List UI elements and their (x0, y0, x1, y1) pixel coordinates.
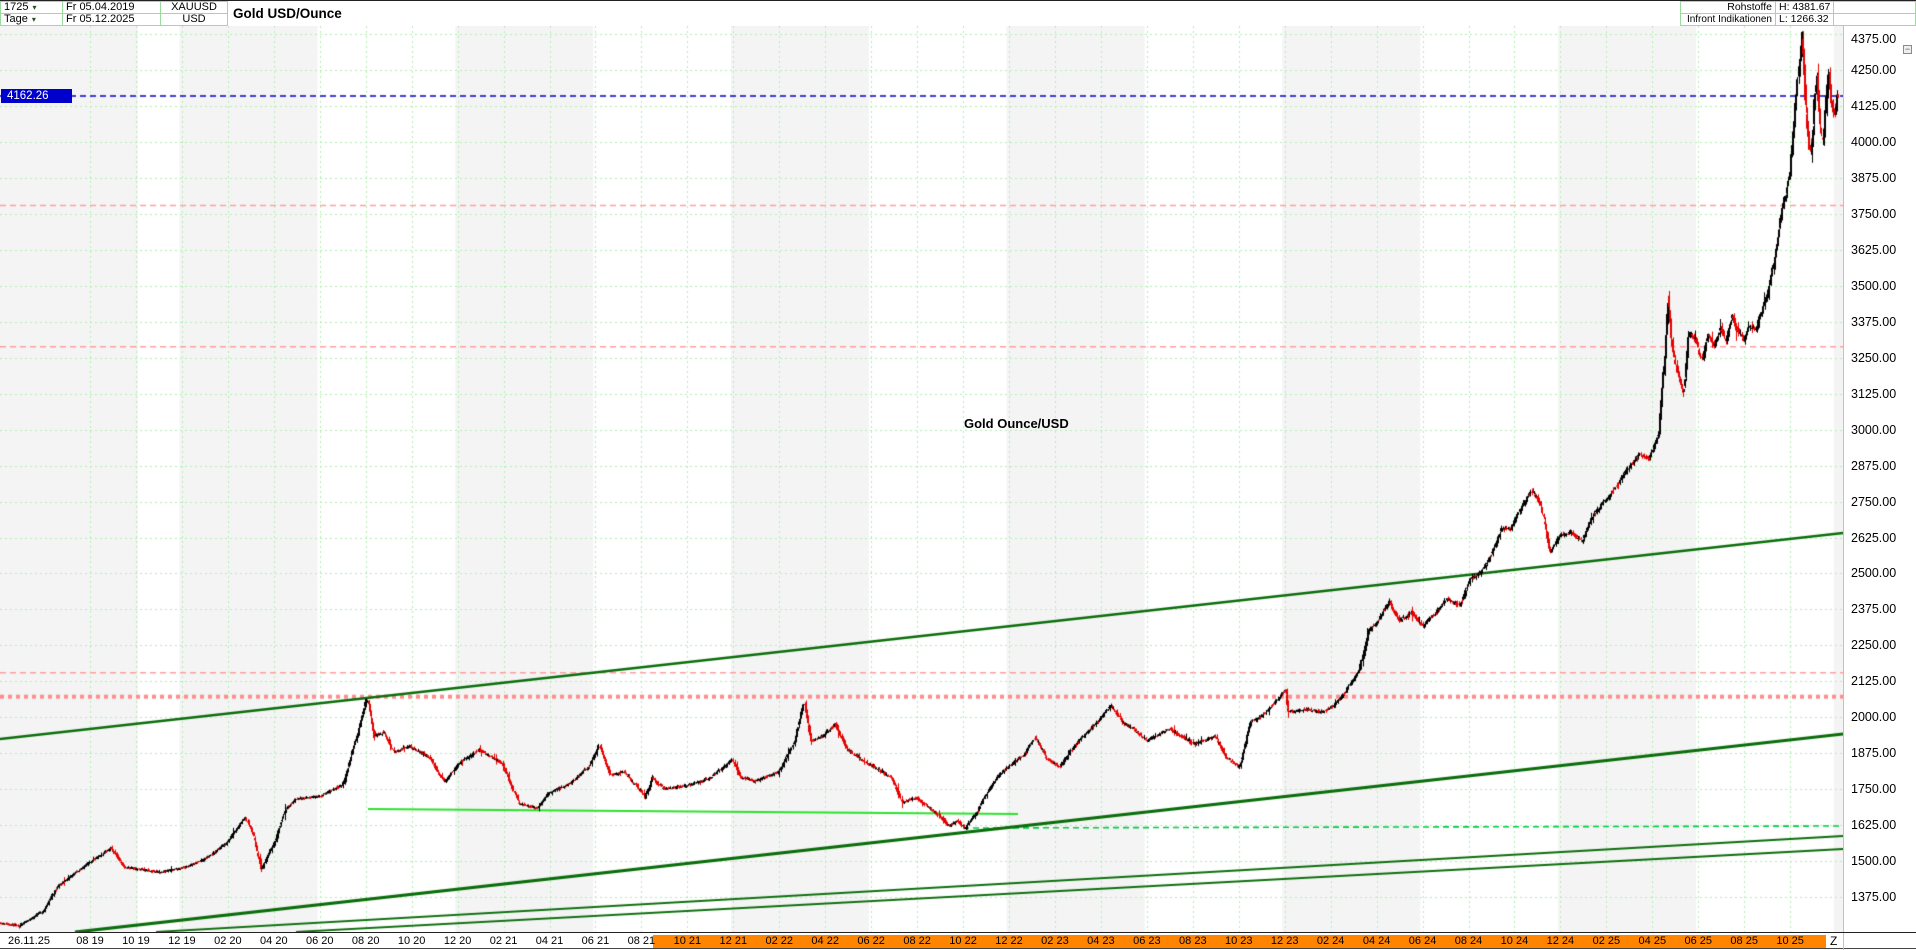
time-tick-label: 02 23 (1041, 935, 1069, 947)
time-tick-label: 12 23 (1270, 935, 1299, 947)
price-tick-label: 2500.00 (1851, 566, 1897, 581)
time-tick-label: 12 21 (719, 935, 748, 947)
price-tick-label: 3000.00 (1851, 422, 1897, 437)
price-tick-label: 2125.00 (1851, 674, 1897, 689)
price-tick-label: 2250.00 (1851, 638, 1897, 653)
time-axis[interactable]: 26.11.25 Z 08 19 10 19 12 19 02 20 04 20 06 2… (0, 932, 1916, 950)
price-tick-label: 3125.00 (1851, 386, 1897, 401)
time-tick-label: 12 20 (443, 935, 472, 947)
current-price-label: 4162.26 (1, 89, 72, 103)
price-tick-label: 1500.00 (1851, 854, 1897, 869)
price-tick-label: 4250.00 (1851, 62, 1897, 77)
minimize-icon[interactable]: − (1903, 44, 1912, 54)
chevron-down-icon: ▾ (32, 3, 37, 12)
chevron-down-icon: ▾ (31, 15, 36, 24)
currency-field: USD (160, 13, 228, 26)
time-tick-label: 06 24 (1408, 935, 1437, 947)
price-tick-label: 2750.00 (1851, 494, 1897, 509)
time-tick-label: 10 22 (949, 935, 977, 947)
time-tick-label: 10 21 (673, 935, 702, 947)
time-tick-label: 10 25 (1776, 935, 1804, 947)
price-tick-label: 2625.00 (1851, 530, 1897, 545)
price-tick-label: 1750.00 (1851, 782, 1897, 797)
time-tick-label: 04 23 (1087, 935, 1115, 947)
time-tick-label: 04 25 (1638, 935, 1667, 947)
date-to-field[interactable]: Fr 05.12.2025 (62, 13, 161, 26)
time-tick-label: 04 22 (811, 935, 839, 947)
price-tick-label: 1875.00 (1851, 746, 1897, 761)
time-tick-label: 02 25 (1592, 935, 1621, 947)
time-tick-label: 08 22 (903, 935, 931, 947)
price-tick-label: 4125.00 (1851, 98, 1897, 113)
header-bar: 1725 ▾ Tage ▾ Fr 05.04.2019 Fr 05.12.202… (0, 1, 1916, 26)
time-tick-label: 06 25 (1684, 935, 1713, 947)
time-tick-label: 02 21 (489, 935, 518, 947)
price-chart-canvas[interactable] (0, 26, 1843, 932)
time-tick-label: 04 20 (260, 935, 288, 947)
price-axis[interactable]: 4375.00 4250.00 4125.00 4000.00 3875.00 3750.… (1843, 26, 1916, 932)
first-date-label: 26.11.25 (8, 935, 51, 947)
time-tick-label: 08 19 (76, 935, 104, 947)
time-tick-label: 02 20 (214, 935, 242, 947)
price-tick-label: 3875.00 (1851, 170, 1897, 185)
time-tick-label: 12 22 (995, 935, 1023, 947)
time-tick-label: 04 21 (535, 935, 564, 947)
time-tick-label: 04 24 (1362, 935, 1391, 947)
watermark-text: Gold Ounce/USD (964, 416, 1069, 431)
time-tick-label: 10 20 (397, 935, 426, 947)
price-tick-label: 4375.00 (1851, 32, 1897, 46)
time-tick-label: 08 20 (351, 935, 380, 947)
period-unit-dropdown[interactable]: Tage ▾ (0, 13, 63, 26)
axis-divider (1843, 933, 1844, 950)
price-tick-label: 2000.00 (1851, 710, 1897, 725)
price-tick-label: 1625.00 (1851, 818, 1897, 833)
time-tick-label: 08 24 (1454, 935, 1483, 947)
chart-title: Gold USD/Ounce (233, 6, 342, 21)
period-unit-value: Tage (4, 13, 28, 25)
time-tick-label: 06 22 (857, 935, 885, 947)
period-value: 1725 (4, 1, 29, 13)
price-tick-label: 2875.00 (1851, 458, 1897, 473)
time-tick-label: 08 25 (1730, 935, 1758, 947)
price-tick-label: 3375.00 (1851, 314, 1897, 329)
price-tick-label: 3250.00 (1851, 350, 1897, 365)
time-tick-label: 10 23 (1224, 935, 1253, 947)
time-tick-label: 12 19 (168, 935, 196, 947)
time-tick-label: 02 24 (1316, 935, 1345, 947)
time-tick-label: 08 21 (627, 935, 656, 947)
time-tick-label: 06 20 (305, 935, 334, 947)
time-tick-label: 06 23 (1133, 935, 1161, 947)
price-tick-label: 3500.00 (1851, 278, 1897, 293)
time-tick-label: 10 24 (1500, 935, 1529, 947)
price-tick-label: 1375.00 (1851, 890, 1897, 905)
z-button[interactable]: Z (1830, 934, 1838, 948)
time-tick-label: 02 22 (765, 935, 794, 947)
price-tick-label: 3750.00 (1851, 206, 1897, 221)
price-tick-label: 4000.00 (1851, 134, 1897, 149)
time-tick-label: 08 23 (1179, 935, 1207, 947)
time-tick-label: 12 24 (1546, 935, 1575, 947)
time-tick-label: 10 19 (122, 935, 150, 947)
price-tick-label: 3625.00 (1851, 242, 1897, 257)
price-tick-label: 2375.00 (1851, 602, 1897, 617)
time-tick-label: 06 21 (581, 935, 610, 947)
orange-highlight-bar (653, 935, 1826, 948)
